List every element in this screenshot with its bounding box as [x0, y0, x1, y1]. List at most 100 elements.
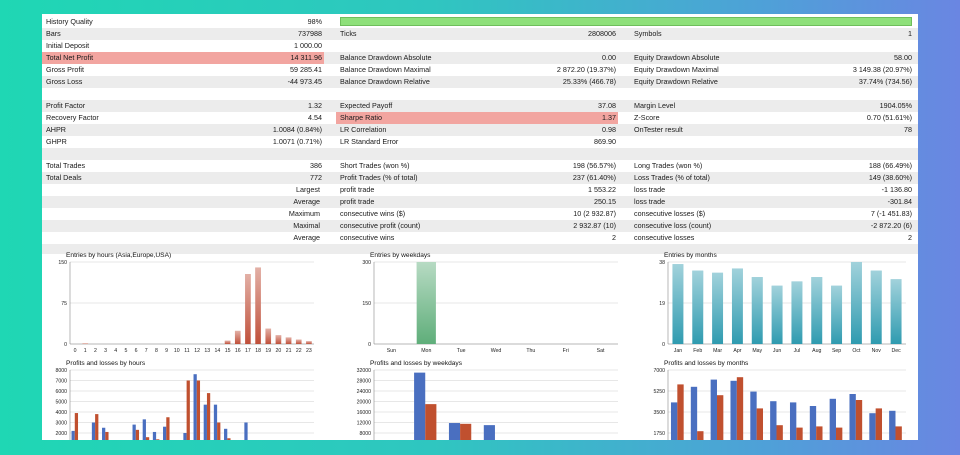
bar [895, 426, 902, 440]
bar [483, 425, 495, 440]
chart-title: Entries by months [664, 252, 717, 259]
x-tick-label: 1 [84, 348, 87, 354]
bar [91, 422, 96, 440]
x-tick-label: Sun [387, 348, 396, 354]
x-tick-label: 10 [174, 348, 180, 354]
report-value: 869.90 [594, 137, 616, 146]
x-tick-label: May [752, 348, 762, 354]
x-tick-label: 3 [104, 348, 107, 354]
report-row: AHPR 1.0084 (0.84%) LR Correlation 0.98 OnTe… [42, 124, 918, 136]
report-value: 37.08 [598, 101, 616, 110]
report-label: Balance Drawdown Relative [340, 77, 430, 86]
y-tick-label: 0 [368, 342, 371, 348]
x-tick-label: 4 [114, 348, 117, 354]
report-value: 386 [310, 161, 322, 170]
x-tick-label: 19 [265, 348, 271, 354]
bar [196, 380, 201, 440]
report-value: -1 136.80 [881, 185, 912, 194]
chart-svg: 38 19 0 Jan Feb Mar Apr May Jun Jul Aug Sep Oct Nov De… [659, 260, 906, 354]
bar [183, 433, 187, 440]
report-value: 7 (-1 451.83) [870, 209, 912, 218]
bar-shine [751, 277, 763, 344]
report-label: Total Trades [46, 161, 86, 170]
report-label: Equity Drawdown Maximal [634, 65, 719, 74]
report-row: History Quality 98% [42, 16, 918, 28]
x-tick-label: 23 [306, 348, 312, 354]
report-label: OnTester result [634, 125, 683, 134]
chart: Entries by months 38 19 0 Jan Feb Mar Apr May Jun… [646, 252, 910, 356]
bar [132, 424, 136, 440]
report-value: 237 (61.40%) [572, 173, 616, 182]
report-label: Long Trades (won %) [634, 161, 703, 170]
report-value: 1 [908, 29, 912, 38]
report-value: 25.33% (466.78) [562, 77, 616, 86]
bar [152, 431, 157, 440]
report-label: Symbols [634, 29, 662, 38]
report-label: loss trade [634, 197, 666, 206]
report-value: 1.32 [308, 101, 322, 110]
report-value: 4.54 [308, 113, 322, 122]
bar-shine [731, 268, 743, 344]
report-label: Maximal [293, 221, 320, 230]
chart: Profits and losses by weekdays 32000 28000… [352, 360, 622, 440]
y-tick-label: 0 [662, 342, 665, 348]
report-label: Maximum [288, 209, 320, 218]
bar [855, 400, 863, 440]
report-label: Average [293, 197, 320, 206]
x-tick-label: 6 [135, 348, 138, 354]
report-panel: History Quality 98% Bars 737988 Ticks 2808006… [42, 14, 918, 440]
report-row [42, 88, 918, 100]
report-value: 772 [310, 173, 322, 182]
bar-shine [295, 339, 302, 344]
bar [227, 438, 231, 440]
chart-title: Profits and losses by weekdays [370, 360, 462, 367]
bar [835, 427, 843, 440]
bar [789, 402, 797, 440]
report-label: Short Trades (won %) [340, 161, 410, 170]
bar-shine [850, 262, 862, 344]
report-row: Profit Factor 1.32 Expected Payoff 37.08 Mar… [42, 100, 918, 112]
bar [217, 422, 221, 440]
bar [710, 379, 717, 440]
bar [697, 431, 704, 440]
report-value: 2808006 [588, 29, 616, 38]
x-tick-label: Tue [457, 348, 466, 354]
report-value: 0.00 [602, 53, 616, 62]
x-tick-label: 15 [225, 348, 231, 354]
bar-shine [82, 343, 89, 344]
y-tick-label: 7000 [653, 368, 665, 374]
y-tick-label: 1750 [653, 431, 665, 437]
bar [224, 428, 228, 440]
bar [770, 401, 777, 440]
bar [105, 431, 109, 440]
report-value: -2 872.20 (6) [870, 221, 912, 230]
report-value: 250.15 [594, 197, 616, 206]
bar [869, 413, 876, 440]
report-value: 1904.05% [879, 101, 912, 110]
bar-shine [255, 267, 261, 344]
report-label: Z-Score [634, 113, 660, 122]
bar-shine [692, 270, 704, 344]
bar [736, 377, 744, 440]
report-label: GHPR [46, 137, 67, 146]
report-label: consecutive wins ($) [340, 209, 406, 218]
x-tick-label: 16 [235, 348, 241, 354]
report-value: 1 553.22 [588, 185, 616, 194]
bar [849, 394, 856, 440]
x-tick-label: Thu [526, 348, 535, 354]
y-tick-label: 300 [362, 260, 371, 266]
report-label: LR Standard Error [340, 137, 399, 146]
bar-shine [285, 337, 292, 344]
chart-svg: 7000 5250 3500 1750 [653, 368, 906, 440]
x-tick-label: 5 [124, 348, 127, 354]
y-tick-label: 0 [64, 342, 67, 348]
report-value: 188 (66.49%) [868, 161, 912, 170]
report-label: Sharpe Ratio [336, 112, 510, 124]
report-label: loss trade [634, 185, 666, 194]
x-tick-label: 8 [155, 348, 158, 354]
report-label: consecutive losses ($) [634, 209, 706, 218]
bar [74, 413, 79, 440]
report-label: profit trade [340, 197, 375, 206]
x-tick-label: Nov [872, 348, 882, 354]
